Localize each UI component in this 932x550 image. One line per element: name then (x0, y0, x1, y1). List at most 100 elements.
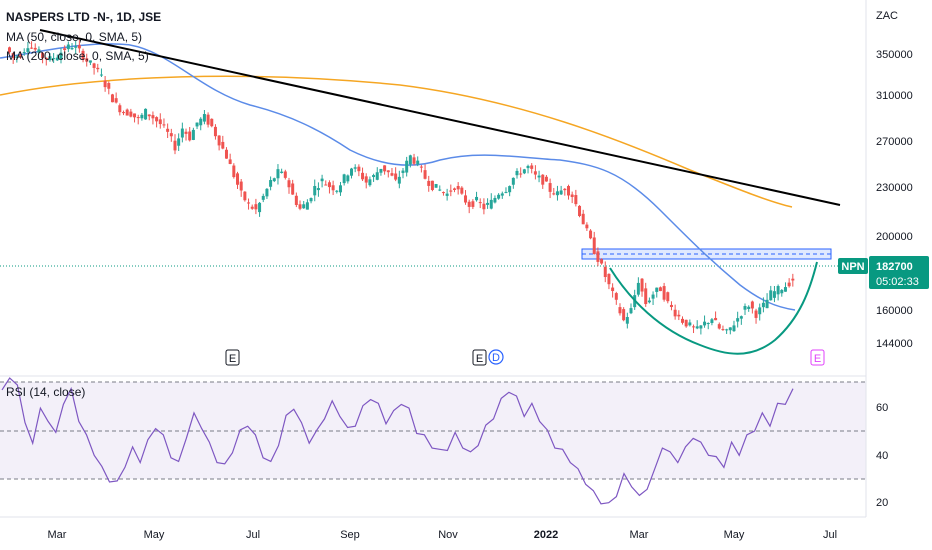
candle[interactable] (791, 278, 795, 281)
candle[interactable] (55, 57, 59, 61)
candle[interactable] (357, 166, 361, 172)
candle[interactable] (710, 319, 714, 324)
candle[interactable] (732, 325, 736, 332)
candle[interactable] (261, 195, 265, 200)
candle[interactable] (199, 118, 203, 126)
candle[interactable] (63, 48, 67, 51)
candle[interactable] (552, 193, 556, 195)
candle[interactable] (622, 309, 626, 321)
candle[interactable] (136, 117, 140, 119)
candle[interactable] (236, 173, 240, 185)
last-price-tag[interactable]: NPN 182700 05:02:33 (838, 256, 929, 289)
candle[interactable] (714, 317, 718, 321)
candle[interactable] (191, 129, 195, 140)
candle[interactable] (276, 169, 280, 179)
candle[interactable] (769, 290, 773, 301)
candle[interactable] (15, 56, 19, 58)
candle[interactable] (162, 124, 166, 126)
candle[interactable] (669, 304, 673, 308)
candle[interactable] (614, 293, 618, 300)
candle[interactable] (695, 326, 699, 329)
candle[interactable] (169, 133, 173, 137)
candle[interactable] (647, 300, 651, 303)
candle[interactable] (772, 291, 776, 298)
candle[interactable] (736, 318, 740, 322)
candle[interactable] (92, 63, 96, 68)
candle[interactable] (232, 165, 236, 178)
candle[interactable] (375, 172, 379, 180)
candle[interactable] (574, 195, 578, 205)
candle[interactable] (486, 202, 490, 205)
event-marker-dividend[interactable]: D (488, 349, 504, 365)
candle[interactable] (592, 237, 596, 255)
candle[interactable] (313, 186, 317, 196)
candle[interactable] (19, 54, 23, 58)
candle[interactable] (110, 94, 114, 103)
candle[interactable] (180, 128, 184, 138)
candle[interactable] (441, 192, 445, 194)
candle[interactable] (600, 259, 604, 264)
candle[interactable] (493, 197, 497, 203)
candle[interactable] (107, 83, 111, 89)
candle[interactable] (721, 329, 725, 331)
candle[interactable] (346, 175, 350, 182)
candle[interactable] (287, 180, 291, 188)
candle[interactable] (489, 199, 493, 209)
candle[interactable] (243, 191, 247, 201)
candle[interactable] (324, 184, 328, 186)
candle[interactable] (26, 48, 30, 52)
candle[interactable] (692, 326, 696, 328)
candle[interactable] (728, 327, 732, 331)
candle[interactable] (629, 308, 633, 314)
candle[interactable] (548, 183, 552, 192)
candle[interactable] (81, 50, 85, 60)
candle[interactable] (673, 309, 677, 317)
candle[interactable] (59, 52, 63, 60)
candle[interactable] (213, 126, 217, 137)
candle[interactable] (147, 114, 151, 117)
candle[interactable] (776, 286, 780, 295)
candle[interactable] (677, 314, 681, 317)
candle[interactable] (684, 319, 688, 327)
event-marker-earnings-upcoming[interactable]: E (810, 349, 825, 366)
candle[interactable] (504, 191, 508, 193)
candle[interactable] (570, 194, 574, 198)
candle[interactable] (783, 287, 787, 292)
candle[interactable] (658, 287, 662, 292)
candle[interactable] (77, 45, 81, 49)
candle[interactable] (636, 282, 640, 295)
candle[interactable] (662, 286, 666, 300)
candle[interactable] (703, 321, 707, 326)
candle[interactable] (331, 185, 335, 191)
candle[interactable] (530, 165, 534, 169)
candle[interactable] (350, 168, 354, 176)
candle[interactable] (280, 171, 284, 173)
candle[interactable] (397, 176, 401, 184)
candle[interactable] (206, 114, 210, 125)
candle[interactable] (103, 80, 107, 88)
candle[interactable] (390, 173, 394, 176)
candle[interactable] (747, 306, 751, 309)
candle[interactable] (566, 186, 570, 196)
candle[interactable] (8, 47, 11, 53)
legend-ma200[interactable]: MA (200, close, 0, SMA, 5) (6, 49, 149, 63)
candle[interactable] (188, 131, 192, 141)
candle[interactable] (423, 170, 427, 179)
event-marker-earnings-1[interactable]: E (225, 349, 240, 366)
candle[interactable] (66, 44, 70, 50)
candle[interactable] (291, 183, 295, 195)
candle[interactable] (688, 322, 692, 326)
candle[interactable] (419, 166, 423, 168)
candle[interactable] (327, 182, 331, 188)
price-candles[interactable] (8, 40, 795, 335)
candle[interactable] (434, 184, 438, 188)
candle[interactable] (99, 74, 103, 76)
legend-ma50[interactable]: MA (50, close, 0, SMA, 5) (6, 30, 142, 44)
candle[interactable] (408, 155, 412, 165)
candle[interactable] (320, 178, 324, 182)
candle[interactable] (140, 114, 144, 119)
candle[interactable] (151, 115, 155, 119)
candle[interactable] (526, 165, 530, 169)
candle[interactable] (522, 169, 526, 174)
candle[interactable] (298, 204, 302, 209)
